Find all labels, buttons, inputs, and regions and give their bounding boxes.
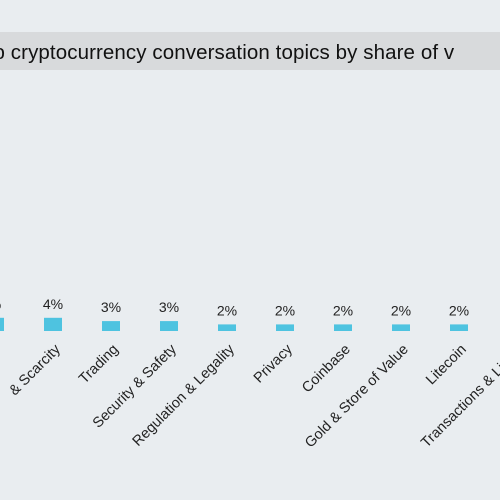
bar-first (0, 317, 4, 331)
category-label: Litecoin (423, 342, 470, 389)
category-label: Regulation & Legality (130, 341, 239, 450)
category-label: Gold & Store of Value (302, 342, 412, 452)
data-label: 3% (101, 299, 121, 315)
chart-title-bar: op cryptocurrency conversation topics by… (0, 32, 500, 70)
bar-litecoin (450, 324, 468, 331)
data-label: 2% (275, 302, 295, 318)
bar--scarcity (44, 317, 62, 331)
bar-coinbase (334, 324, 352, 331)
data-label: 2% (391, 302, 411, 318)
category-label: & Scarcity (6, 341, 64, 399)
bar-security-safety (160, 321, 178, 331)
bar-privacy (276, 324, 294, 331)
data-label: 2% (449, 302, 469, 318)
category-label: Coinbase (299, 342, 354, 397)
bar-regulation-legality (218, 324, 236, 331)
bar-gold-store-of-value (392, 324, 410, 331)
data-label: 2% (333, 302, 353, 318)
chart-title: op cryptocurrency conversation topics by… (0, 41, 455, 64)
data-label: % (0, 296, 1, 312)
data-label: 4% (43, 296, 63, 312)
category-label: Privacy (251, 341, 296, 386)
category-label: Trading (76, 342, 122, 388)
data-label: 3% (159, 299, 179, 315)
bar-trading (102, 321, 120, 331)
data-label: 2% (217, 302, 237, 318)
